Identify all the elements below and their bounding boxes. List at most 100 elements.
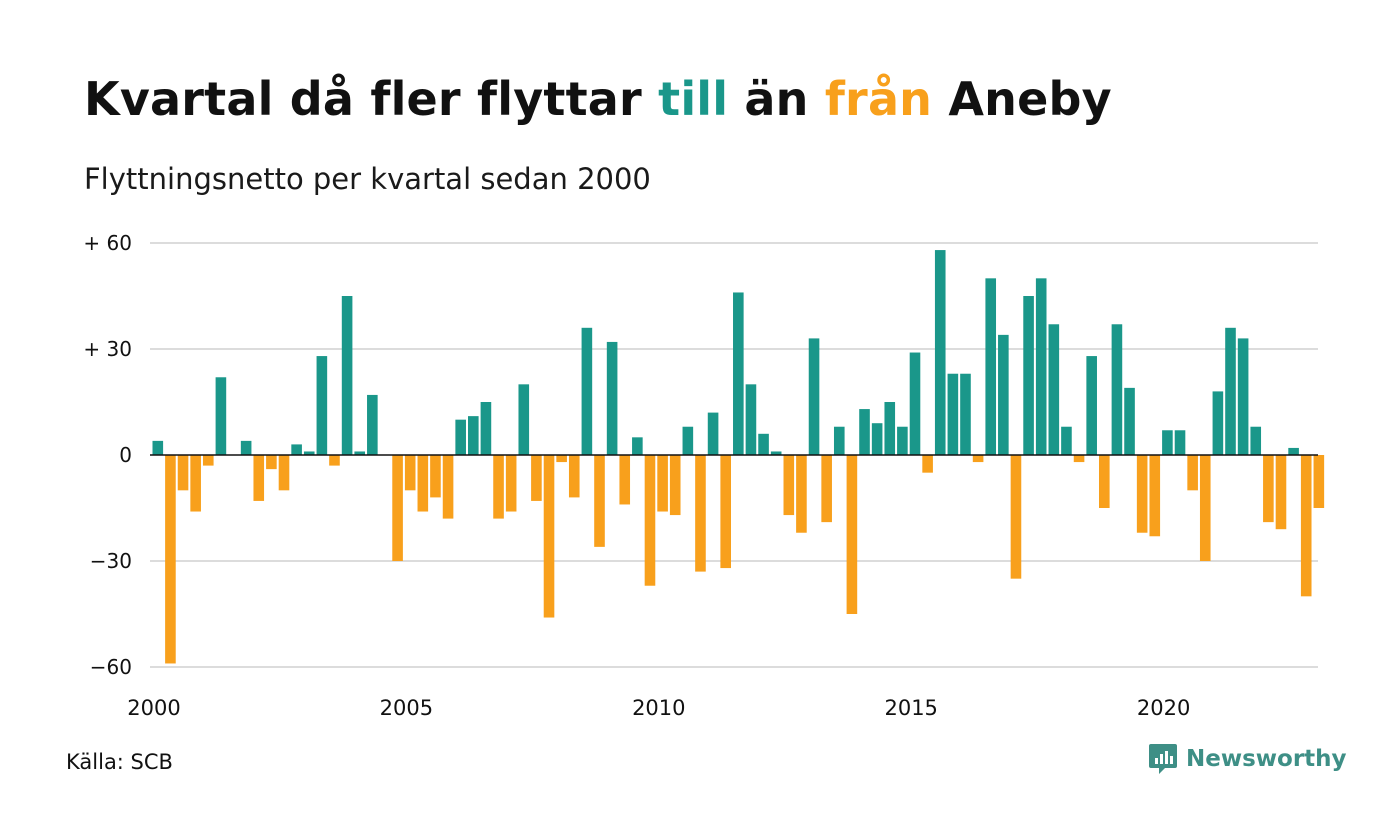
bar-negative: [190, 455, 201, 512]
bar-negative: [922, 455, 933, 473]
bar-negative: [695, 455, 706, 572]
bar-positive: [998, 334, 1009, 455]
x-axis-ticks: 2000 2005 2010 2015 2020: [127, 696, 1190, 720]
bar-negative: [329, 455, 340, 466]
bar-positive: [808, 338, 820, 455]
bar-positive: [682, 426, 694, 455]
bar-negative: [177, 455, 189, 491]
bar-series: [152, 250, 1325, 664]
bar-positive: [1061, 426, 1072, 455]
bar-positive: [1237, 338, 1249, 455]
chart-subtitle: Flyttningsnetto per kvartal sedan 2000: [84, 162, 651, 196]
y-tick-label: −60: [90, 655, 132, 679]
bar-positive: [884, 402, 896, 455]
bar-negative: [278, 455, 290, 491]
bar-negative: [1199, 455, 1211, 561]
bar-negative: [1136, 455, 1148, 533]
bar-negative: [796, 455, 807, 533]
bar-negative: [253, 455, 265, 501]
bar-negative: [657, 455, 668, 512]
bar-negative: [1300, 455, 1312, 597]
bar-negative: [783, 455, 795, 516]
bar-negative: [821, 455, 832, 523]
x-tick-label: 2005: [380, 696, 433, 720]
bar-positive: [960, 373, 971, 455]
bar-negative: [417, 455, 429, 512]
x-tick-label: 2010: [632, 696, 685, 720]
bar-negative: [972, 455, 984, 463]
bar-negative: [442, 455, 454, 519]
bar-positive: [303, 451, 315, 455]
bar-negative: [846, 455, 858, 614]
bar-positive: [1288, 447, 1299, 455]
bar-positive: [733, 292, 744, 455]
bar-positive: [1023, 296, 1034, 455]
y-axis-ticks: + 60 + 30 0 −30 −60: [83, 231, 132, 679]
bar-negative: [1275, 455, 1287, 530]
bar-positive: [480, 402, 492, 455]
source-label: Källa: SCB: [66, 750, 173, 774]
bar-negative: [404, 455, 416, 491]
bar-positive: [455, 419, 466, 455]
bar-positive: [152, 440, 164, 455]
newsworthy-logo-icon: [1149, 744, 1177, 774]
bar-positive: [1086, 356, 1097, 455]
bar-negative: [1313, 455, 1325, 508]
bar-negative: [594, 455, 605, 547]
x-tick-label: 2020: [1137, 696, 1190, 720]
bar-negative: [531, 455, 542, 501]
bar-negative: [644, 455, 656, 586]
bar-negative: [556, 455, 567, 463]
title-highlight-fran: från: [824, 72, 933, 126]
bar-positive: [215, 377, 227, 455]
bar-positive: [291, 444, 302, 455]
bar-negative: [266, 455, 277, 470]
y-tick-label: + 30: [83, 337, 132, 361]
bar-negative: [202, 455, 214, 466]
bar-negative: [1073, 455, 1085, 463]
bar-positive: [518, 384, 530, 455]
bar-positive: [947, 373, 959, 455]
bar-positive: [871, 423, 883, 455]
bar-negative: [493, 455, 504, 519]
title-highlight-till: till: [658, 72, 729, 126]
bar-positive: [1212, 391, 1224, 455]
bar-negative: [1099, 455, 1110, 508]
bar-positive: [1111, 324, 1123, 455]
x-tick-label: 2015: [884, 696, 937, 720]
x-tick-label: 2000: [127, 696, 180, 720]
bar-negative: [430, 455, 441, 498]
bar-negative: [619, 455, 631, 505]
bar-positive: [1225, 327, 1236, 455]
bar-positive: [581, 327, 593, 455]
chart-title: Kvartal då fler flyttar till än från Ane…: [84, 72, 1112, 126]
bar-positive: [316, 356, 328, 455]
bar-negative: [1149, 455, 1161, 537]
bar-positive: [770, 451, 782, 455]
bar-positive: [1174, 430, 1186, 455]
bar-positive: [985, 278, 997, 455]
bar-chart: + 60 + 30 0 −30 −60 2000 2005 2010 2015 2020: [83, 231, 1325, 720]
bar-positive: [707, 412, 719, 455]
bar-positive: [934, 250, 946, 455]
bar-positive: [632, 437, 643, 455]
bar-positive: [833, 426, 845, 455]
y-tick-label: 0: [119, 443, 132, 467]
bar-positive: [1162, 430, 1173, 455]
bar-positive: [1048, 324, 1060, 455]
bar-positive: [897, 426, 908, 455]
bar-negative: [1187, 455, 1198, 491]
bar-positive: [1250, 426, 1262, 455]
y-tick-label: −30: [90, 549, 132, 573]
bar-positive: [859, 409, 870, 455]
bar-positive: [758, 433, 769, 455]
bar-positive: [240, 440, 252, 455]
bar-negative: [1263, 455, 1274, 523]
bar-positive: [354, 451, 366, 455]
y-tick-label: + 60: [83, 231, 132, 255]
brand-logo: Newsworthy: [1148, 742, 1347, 776]
bar-negative: [669, 455, 681, 516]
bar-positive: [1035, 278, 1047, 455]
bar-negative: [1010, 455, 1022, 579]
bar-negative: [392, 455, 403, 561]
